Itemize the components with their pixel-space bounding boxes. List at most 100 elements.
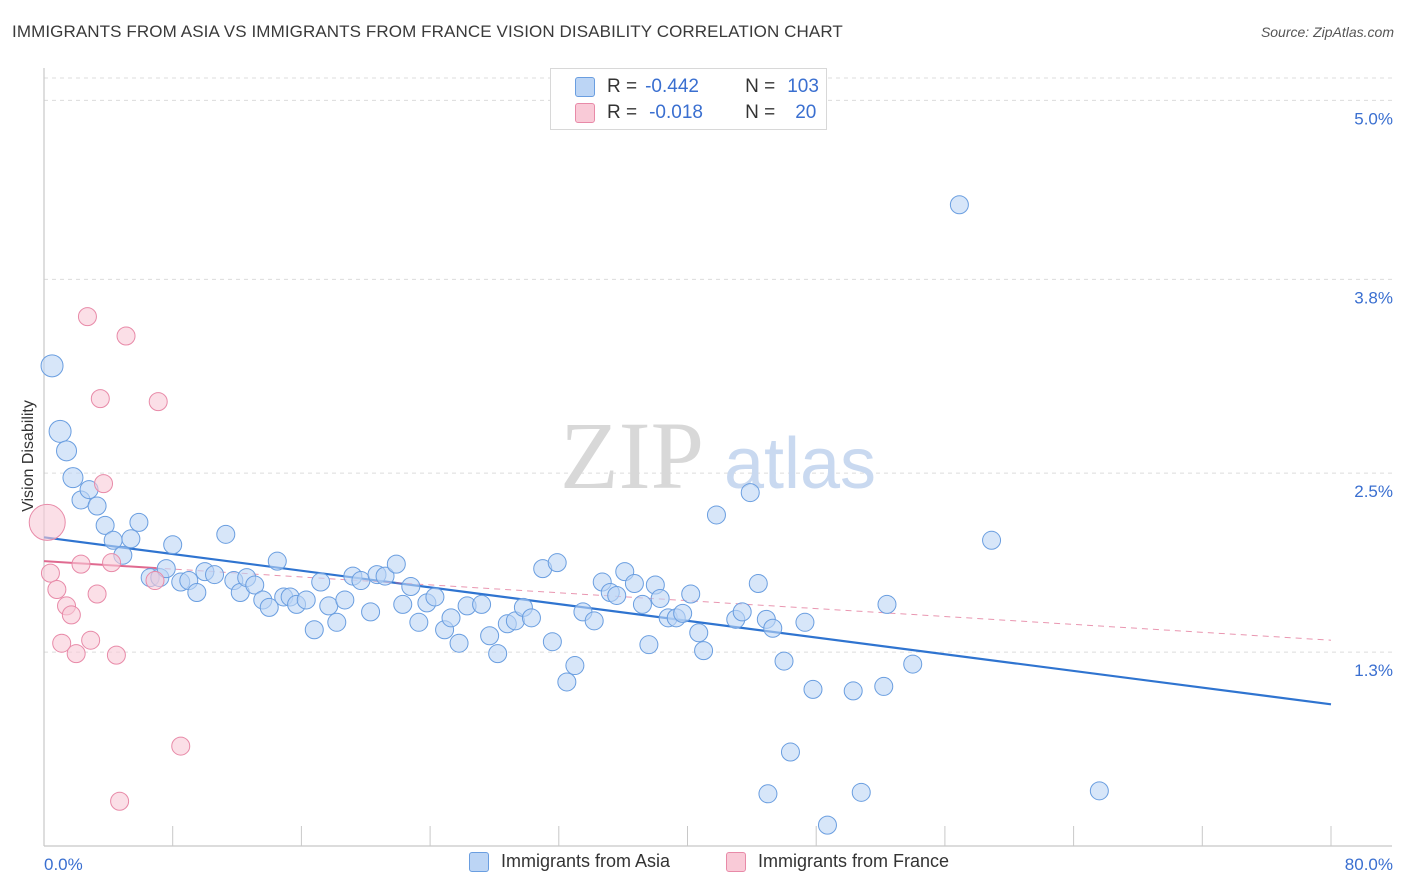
data-point-asia [311, 572, 331, 592]
data-point-asia [95, 515, 115, 535]
legend-n-value-france: 20 [795, 102, 817, 123]
data-point-asia [156, 559, 176, 579]
legend-n-label: N = [745, 76, 776, 97]
legend-row-asia: R = -0.442 N = 103 [575, 75, 819, 99]
data-point-asia [877, 594, 897, 614]
data-point-asia [521, 608, 541, 628]
data-point-asia [565, 656, 585, 676]
data-point-asia [542, 632, 562, 652]
data-point-asia [982, 530, 1002, 550]
data-point-asia [40, 354, 64, 378]
legend-item-asia[interactable]: Immigrants from Asia [469, 851, 670, 872]
data-point-asia [803, 679, 823, 699]
data-point-france [71, 554, 91, 574]
y-tick-label: 3.8% [1354, 288, 1393, 307]
data-point-asia [425, 587, 445, 607]
data-point-asia [480, 626, 500, 646]
data-point-asia [650, 588, 670, 608]
data-point-asia [48, 419, 72, 443]
series-legend: Immigrants from Asia Immigrants from Fra… [0, 851, 1406, 879]
data-point-asia [949, 195, 969, 215]
data-point-asia [335, 590, 355, 610]
data-point-asia [56, 440, 78, 462]
legend-swatch-asia [575, 77, 595, 97]
legend-n-label: N = [745, 102, 776, 123]
data-point-asia [245, 575, 265, 595]
legend-r-label: R = [607, 76, 638, 97]
data-point-asia [87, 496, 107, 516]
data-point-france [90, 389, 110, 409]
data-point-france [66, 644, 86, 664]
data-point-asia [843, 681, 863, 701]
source-label: Source: ZipAtlas.com [1260, 24, 1394, 40]
legend-row-france: R = -0.018 N = 20 [575, 101, 816, 125]
data-point-france [52, 633, 72, 653]
data-point-france [28, 503, 66, 541]
y-tick-label: 2.5% [1354, 482, 1393, 501]
data-point-asia [851, 782, 871, 802]
data-point-asia [449, 633, 469, 653]
grid-layer [44, 77, 1392, 653]
legend-swatch-france [726, 851, 746, 872]
trend-line-france-dashed [43, 560, 1332, 641]
data-point-asia [121, 529, 141, 549]
data-point-asia [319, 596, 339, 616]
data-point-asia [547, 553, 567, 573]
data-point-asia [607, 585, 627, 605]
data-point-france [116, 326, 136, 346]
data-point-france [81, 630, 101, 650]
x-tick-label: 0.0% [44, 855, 83, 874]
data-point-asia [903, 654, 923, 674]
legend-r-value-asia: -0.442 [645, 76, 699, 97]
y-axis-label: Vision Disability [20, 400, 37, 512]
axis-layer [43, 68, 1392, 847]
data-point-france [94, 474, 114, 494]
data-point-asia [1089, 781, 1109, 801]
legend-label-asia: Immigrants from Asia [501, 851, 671, 871]
points-layer [28, 195, 1109, 835]
legend-swatch-asia [469, 851, 489, 872]
data-point-asia [706, 505, 726, 525]
legend-swatch-france [575, 103, 595, 123]
watermark: ZIP atlas [560, 402, 876, 509]
data-point-asia [296, 590, 316, 610]
data-point-france [148, 392, 168, 412]
data-point-asia [874, 676, 894, 696]
data-point-asia [639, 635, 659, 655]
y-tick-label: 1.3% [1354, 661, 1393, 680]
data-point-asia [62, 467, 84, 489]
data-point-asia [409, 612, 429, 632]
data-point-asia [267, 551, 287, 571]
data-point-france [77, 307, 97, 327]
data-point-asia [632, 594, 652, 614]
data-point-asia [205, 565, 225, 585]
y-tick-label: 5.0% [1354, 109, 1393, 128]
x-tick-label: 80.0% [1345, 855, 1393, 874]
data-point-france [47, 580, 67, 600]
data-point-asia [763, 618, 783, 638]
watermark-zip: ZIP [560, 402, 704, 509]
data-point-asia [795, 612, 815, 632]
data-point-asia [393, 594, 413, 614]
data-point-france [40, 563, 60, 583]
data-point-france [106, 645, 126, 665]
data-point-france [171, 736, 191, 756]
data-point-asia [817, 815, 837, 835]
data-point-asia [216, 524, 236, 544]
data-point-asia [351, 571, 371, 591]
data-point-asia [304, 620, 324, 640]
legend-r-value-france: -0.018 [649, 102, 703, 123]
label-layer: 1.3% 2.5% 3.8% 5.0% 0.0% 80.0% Vision Disabili… [20, 109, 1393, 874]
data-point-asia [681, 584, 701, 604]
correlation-legend: R = -0.442 N = 103 R = -0.018 N = 20 [550, 68, 827, 130]
data-point-asia [584, 611, 604, 631]
legend-r-label: R = [607, 102, 638, 123]
data-point-asia [488, 644, 508, 664]
data-point-asia [758, 784, 778, 804]
data-point-france [145, 571, 165, 591]
legend-item-france[interactable]: Immigrants from France [726, 851, 949, 872]
data-point-asia [689, 623, 709, 643]
data-point-asia [740, 483, 760, 503]
data-point-asia [259, 597, 279, 617]
